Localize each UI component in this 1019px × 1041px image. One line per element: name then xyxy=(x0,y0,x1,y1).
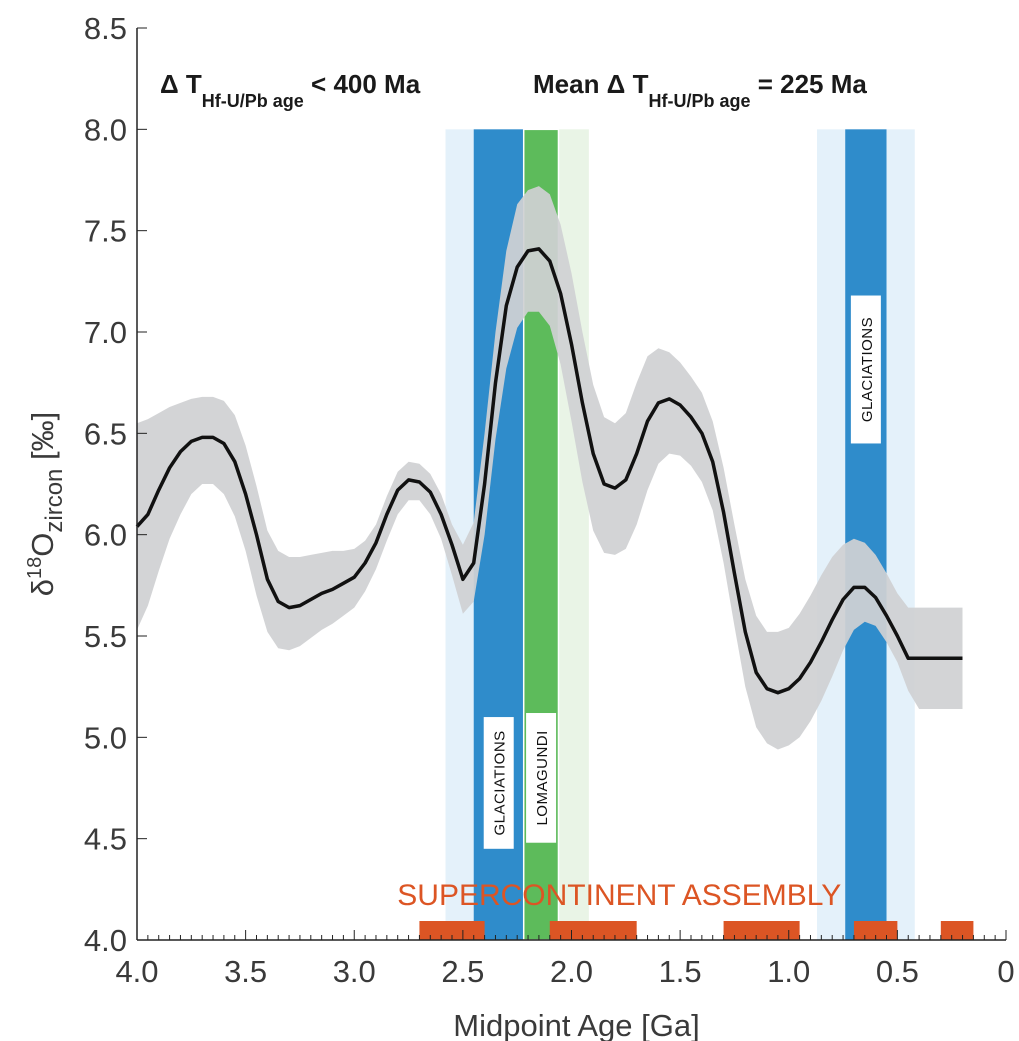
y-tick-label: 6.5 xyxy=(84,416,127,451)
x-tick-label: 1.0 xyxy=(767,954,810,989)
y-tick-label: 7.0 xyxy=(84,315,127,350)
annotation-subscript: Hf-U/Pb age xyxy=(202,91,304,111)
y-axis-title-part: 18 xyxy=(24,557,46,579)
supercontinent-bar xyxy=(419,921,485,940)
band-label: GLACIATIONS xyxy=(859,317,876,422)
band-label-box xyxy=(483,717,514,849)
x-tick-label: 4.0 xyxy=(115,954,158,989)
axes: 4.0 3.5 3.0 2.5 2.0 1.5 1.0 0.5 0 4.0 4.5 5.0 5.5 6.0… xyxy=(84,11,1015,989)
x-tick-label: 0 xyxy=(997,954,1014,989)
x-axis-title: Midpoint Age [Ga] xyxy=(453,1008,699,1041)
band-label-box xyxy=(526,713,557,843)
annotation-subscript: Hf-U/Pb age xyxy=(648,91,750,111)
x-tick-label: 3.5 xyxy=(224,954,267,989)
supercontinent-bars xyxy=(419,921,974,940)
y-tick-label: 6.0 xyxy=(84,518,127,553)
uncertainty-envelope xyxy=(137,186,963,750)
y-axis-title: δ18Ozircon [‰] xyxy=(24,412,68,597)
annotation-main: Δ T xyxy=(160,69,202,99)
annotation-tail: = 225 Ma xyxy=(751,69,868,99)
x-tick-label: 2.5 xyxy=(441,954,484,989)
band-core-glaciation xyxy=(845,129,887,941)
supercontinent-bar xyxy=(723,921,800,940)
y-tick-label: 4.5 xyxy=(84,822,127,857)
supercontinent-bar xyxy=(940,921,974,940)
y-tick-label: 8.5 xyxy=(84,11,127,46)
supercontinent-label: SUPERCONTINENT ASSEMBLY xyxy=(397,879,841,912)
annotations: Δ THf-U/Pb age < 400 Ma Mean Δ THf-U/Pb a… xyxy=(160,69,867,111)
y-tick-label: 4.0 xyxy=(84,923,127,958)
y-axis-title-part: O xyxy=(25,533,60,557)
y-tick-label: 5.5 xyxy=(84,619,127,654)
band-label-box xyxy=(850,295,881,444)
y-tick-label: 8.0 xyxy=(84,112,127,147)
annotation-text: Δ THf-U/Pb age < 400 Ma xyxy=(160,69,421,111)
x-tick-label: 1.5 xyxy=(659,954,702,989)
x-tick-label: 0.5 xyxy=(876,954,919,989)
y-tick-label: 5.0 xyxy=(84,720,127,755)
band-label: LOMAGUNDI xyxy=(534,730,551,825)
series-line-layer xyxy=(135,247,963,695)
y-axis-title-part: zircon xyxy=(41,469,68,533)
y-axis-title-part: [‰] xyxy=(25,412,60,469)
envelope-area xyxy=(137,186,963,750)
annotation-main: Mean Δ T xyxy=(533,69,649,99)
annotation-text: Mean Δ THf-U/Pb age = 225 Ma xyxy=(533,69,867,111)
band-labels: GLACIATIONS LOMAGUNDI GLACIATIONS xyxy=(483,295,881,849)
band-label: GLACIATIONS xyxy=(492,730,509,835)
x-tick-label: 3.0 xyxy=(333,954,376,989)
x-tick-label: 2.0 xyxy=(550,954,593,989)
y-axis-title-part: δ xyxy=(25,579,60,596)
annotation-tail: < 400 Ma xyxy=(304,69,421,99)
series-line xyxy=(135,247,963,695)
y-tick-label: 7.5 xyxy=(84,214,127,249)
